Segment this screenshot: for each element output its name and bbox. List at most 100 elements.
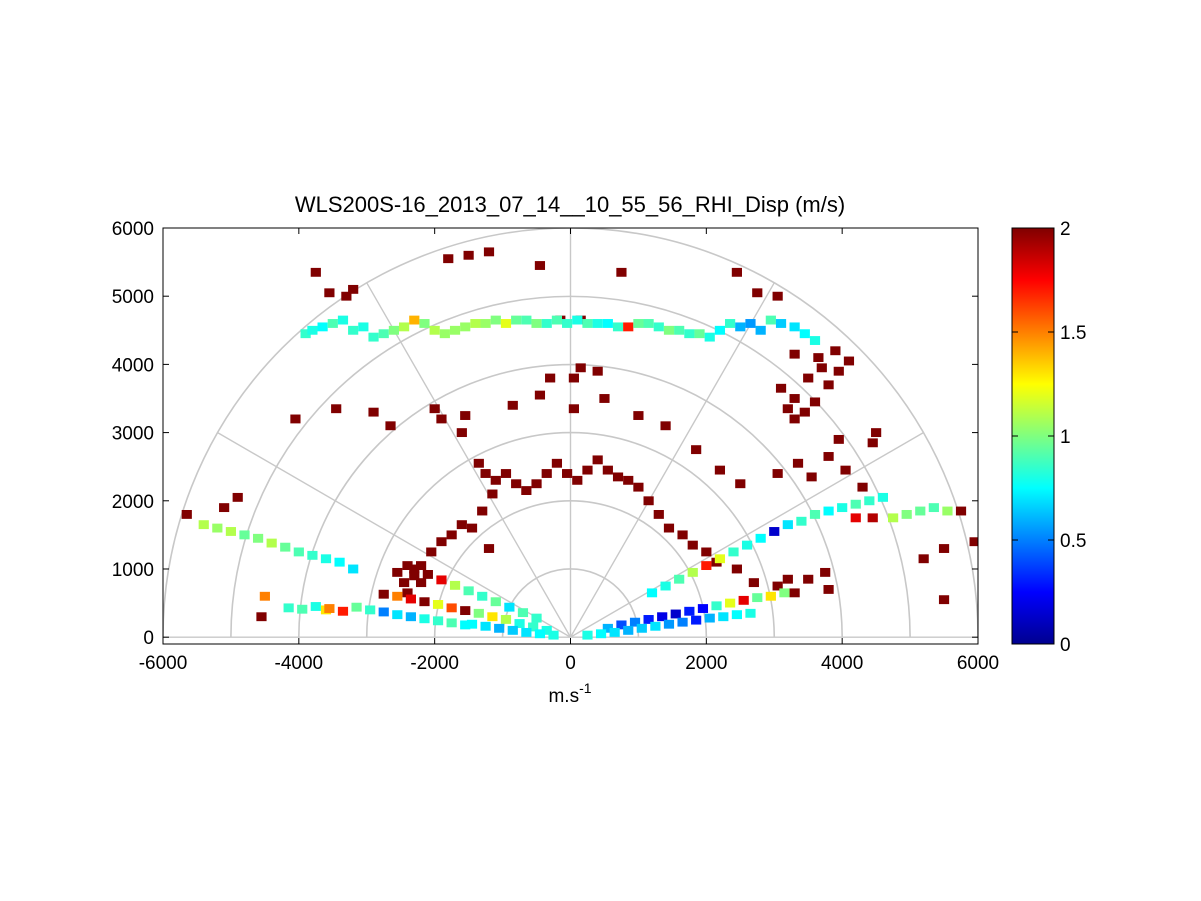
data-cell — [307, 550, 318, 560]
data-cell — [775, 383, 787, 393]
data-cell — [439, 329, 450, 339]
data-cell — [392, 610, 403, 620]
data-cell — [599, 394, 610, 403]
data-cell — [293, 547, 304, 557]
data-cell — [348, 325, 359, 335]
data-cell — [504, 602, 515, 612]
data-cell — [731, 267, 742, 277]
data-cell — [456, 428, 467, 438]
data-cell — [779, 588, 790, 598]
data-cell — [731, 610, 742, 620]
data-cell — [789, 322, 800, 332]
data-cell — [368, 407, 379, 417]
data-cell — [422, 570, 433, 579]
data-cell — [531, 479, 542, 489]
data-cell — [731, 564, 742, 574]
x-tick-label: 2000 — [685, 653, 727, 674]
data-cell — [320, 554, 332, 564]
data-cell — [324, 604, 335, 613]
colorbar-tick-label: 1 — [1060, 427, 1071, 448]
azimuth-spoke — [366, 282, 572, 638]
data-cell — [365, 605, 376, 615]
data-cell — [368, 332, 379, 342]
data-cell — [572, 475, 583, 485]
data-cell — [728, 547, 739, 557]
data-cell — [623, 625, 634, 635]
data-cell — [432, 616, 444, 626]
data-cell — [938, 595, 950, 605]
data-cell — [684, 329, 695, 339]
data-cell — [809, 397, 821, 407]
x-tick-label: -4000 — [275, 653, 324, 674]
data-cell — [602, 623, 613, 633]
data-cell — [378, 329, 389, 339]
data-cell — [833, 434, 844, 444]
data-cell — [541, 469, 552, 478]
data-cell — [674, 325, 685, 335]
data-cell — [809, 509, 821, 519]
data-cell — [725, 319, 736, 328]
data-cell — [252, 533, 264, 543]
data-cell — [755, 533, 766, 543]
data-cell — [864, 496, 875, 506]
data-cell — [816, 363, 827, 373]
data-cell — [687, 540, 698, 550]
data-cell — [477, 591, 488, 601]
data-cell — [480, 319, 491, 328]
data-cell — [677, 530, 688, 540]
x-tick-label: -2000 — [410, 653, 459, 674]
data-cell — [772, 291, 783, 301]
data-cell — [392, 591, 403, 601]
y-tick-label: 1000 — [112, 560, 154, 581]
data-cell — [490, 475, 501, 485]
data-cell — [337, 315, 349, 325]
data-cell — [307, 325, 318, 335]
data-cell — [942, 506, 953, 516]
data-cell — [823, 585, 834, 594]
data-cell — [551, 458, 563, 468]
data-cell — [473, 608, 484, 618]
data-cell — [653, 322, 664, 332]
data-cell — [799, 407, 810, 417]
data-cell — [877, 492, 889, 502]
data-cell — [701, 561, 712, 571]
data-cell — [443, 254, 454, 264]
data-cell — [449, 325, 461, 335]
data-cell — [938, 544, 950, 553]
data-cell — [480, 621, 491, 631]
colorbar-ticks: 0 0.5 1 1.5 2 — [1012, 219, 1086, 656]
data-cell — [551, 315, 563, 325]
data-cell — [334, 557, 345, 567]
data-cell — [419, 319, 430, 328]
data-cell — [789, 349, 800, 359]
data-cell — [415, 561, 427, 571]
data-cells — [181, 247, 978, 640]
data-cell — [595, 629, 607, 639]
data-cell — [741, 540, 753, 550]
data-cell — [592, 319, 603, 328]
data-cell — [789, 414, 800, 424]
data-cell — [850, 513, 861, 523]
data-cell — [823, 452, 834, 461]
data-cell — [460, 411, 471, 420]
data-cell — [663, 523, 675, 533]
data-cell — [687, 567, 698, 577]
data-cell — [633, 482, 644, 492]
y-tick-label: 0 — [143, 628, 154, 649]
data-cell — [388, 325, 400, 335]
data-cell — [436, 575, 447, 585]
data-cell — [616, 267, 627, 277]
x-tick-label: 0 — [565, 653, 576, 674]
data-cell — [232, 492, 243, 502]
data-cell — [592, 366, 603, 376]
colorbar — [1011, 227, 1055, 645]
data-cell — [602, 465, 613, 475]
data-cell — [460, 606, 471, 616]
data-cell — [684, 606, 695, 616]
data-cell — [331, 404, 342, 414]
data-cell — [633, 411, 644, 420]
data-cell — [704, 613, 715, 623]
data-cell — [789, 588, 800, 598]
data-cell — [500, 469, 512, 478]
data-cell — [575, 363, 586, 373]
